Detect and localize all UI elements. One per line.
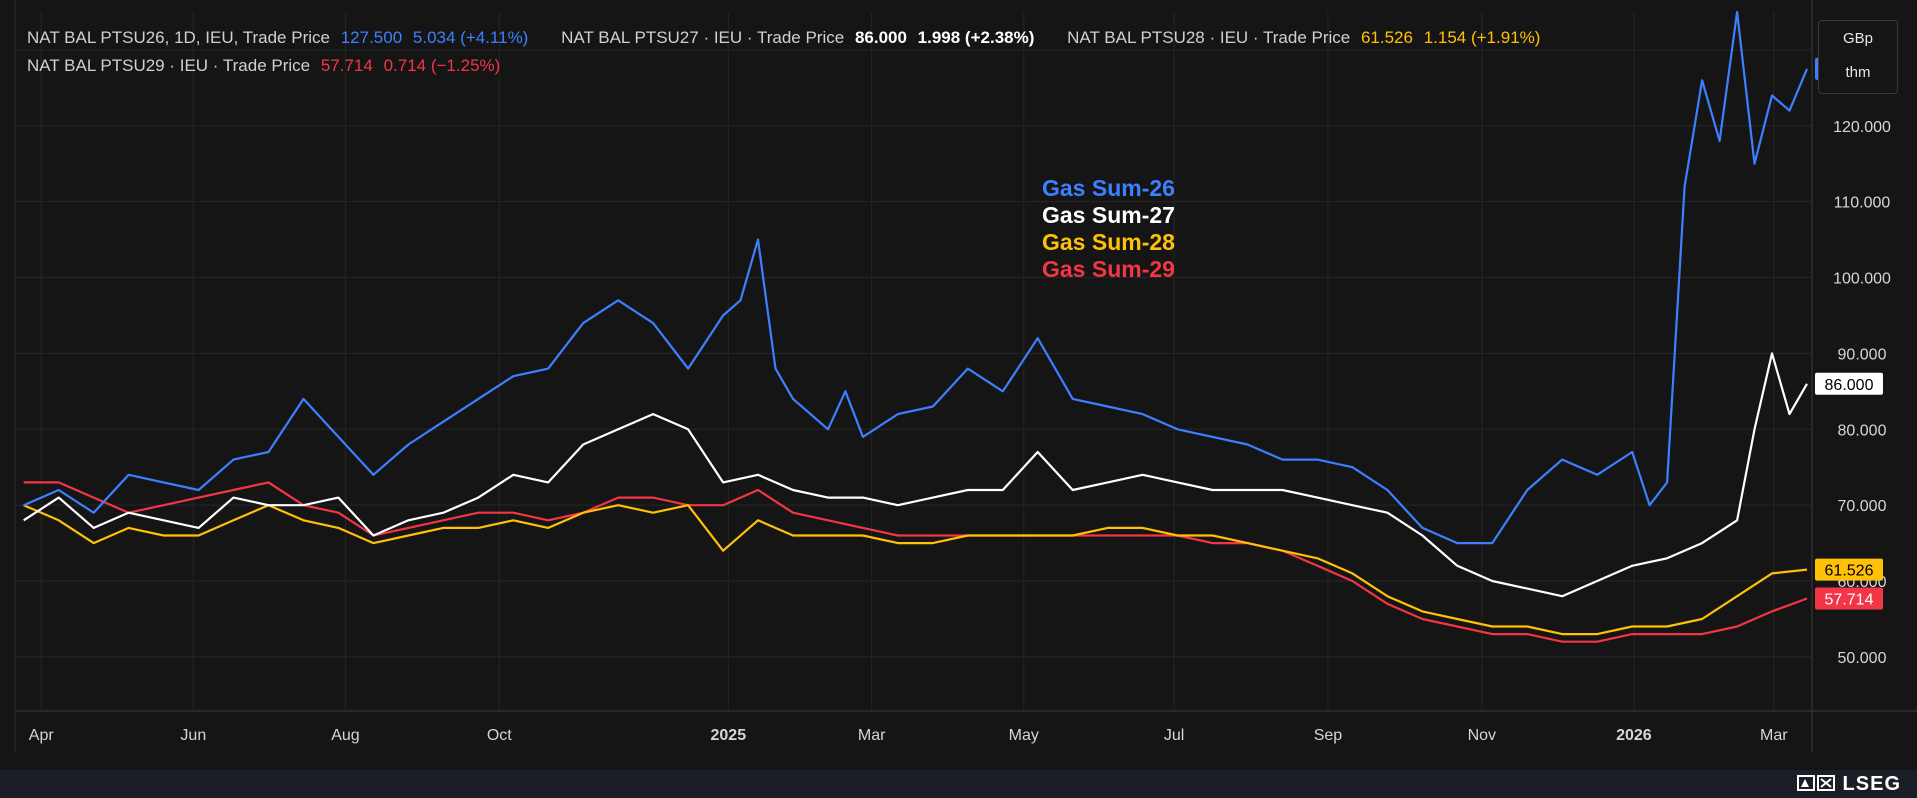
x-tick-label: Mar <box>1760 727 1788 744</box>
legend-name-sum26: NAT BAL PTSU26, 1D, IEU, Trade Price <box>27 28 330 47</box>
unit-selector[interactable]: GBp thm <box>1818 20 1898 94</box>
legend-price-sum28: 61.526 <box>1360 28 1413 47</box>
legend-change-sum29: 0.714 (−1.25%) <box>383 56 501 75</box>
last-price-tag-text: 57.714 <box>1825 591 1874 608</box>
last-price-tag-bg <box>1815 372 1883 395</box>
last-price-tag: 57.714 <box>1815 587 1883 610</box>
y-tick-label: 90.000 <box>1838 346 1887 363</box>
y-tick-label: 50.000 <box>1838 650 1887 667</box>
last-price-tag: 86.000 <box>1815 372 1883 395</box>
legend-price-sum27: 86.000 <box>854 28 907 47</box>
last-price-tag-text: 61.526 <box>1825 563 1874 580</box>
chart-panel: 50.000 60.000 70.000 80.000 90.000 100.000 110… <box>0 0 1917 770</box>
lion-crest-icon <box>1796 775 1835 791</box>
x-tick-label: Oct <box>487 727 512 744</box>
brand-logo: LSEG <box>1796 773 1901 796</box>
last-price-tag: 61.526 <box>1815 558 1883 581</box>
legend-row-1: NAT BAL PTSU26, 1D, IEU, Trade Price 127… <box>27 24 1568 52</box>
currency-unit[interactable]: GBp <box>1842 30 1873 47</box>
series-annotation: Gas Sum-27 <box>1042 202 1175 228</box>
brand-name: LSEG <box>1842 773 1901 795</box>
legend-change-sum28: 1.154 (+1.91%) <box>1423 28 1541 47</box>
last-price-tag-text: 86.000 <box>1825 377 1874 394</box>
x-tick-label: Aug <box>331 727 359 744</box>
y-tick-label: 100.000 <box>1833 271 1891 288</box>
legend-price-sum26: 127.500 <box>340 28 403 47</box>
x-tick-label: Apr <box>29 727 55 744</box>
y-tick-label: 120.000 <box>1833 119 1891 136</box>
axes: 50.00060.00070.00080.00090.000100.000110… <box>14 0 1917 752</box>
series-line-gas-sum-27 <box>23 352 1808 598</box>
legend-entry-sum28[interactable]: NAT BAL PTSU28 · IEU · Trade Price 61.52… <box>1067 24 1546 52</box>
series-annotation: Gas Sum-28 <box>1042 229 1175 255</box>
x-tick-label: Sep <box>1314 727 1343 744</box>
legend-name-sum27: NAT BAL PTSU27 · IEU · Trade Price <box>561 28 845 47</box>
x-tick-label: Jun <box>180 727 206 744</box>
legend-name-sum28: NAT BAL PTSU28 · IEU · Trade Price <box>1067 28 1351 47</box>
x-tick-label: Jul <box>1164 727 1184 744</box>
x-tick-label: 2025 <box>711 727 747 744</box>
series-annotation: Gas Sum-26 <box>1042 175 1175 201</box>
legend-entry-sum27[interactable]: NAT BAL PTSU27 · IEU · Trade Price 86.00… <box>561 24 1040 52</box>
y-tick-label: 70.000 <box>1838 498 1887 515</box>
legend-row-2: NAT BAL PTSU29 · IEU · Trade Price 57.71… <box>27 52 1568 80</box>
series-layer <box>23 10 1809 643</box>
measure-unit[interactable]: thm <box>1845 64 1871 81</box>
legend-entry-sum29[interactable]: NAT BAL PTSU29 · IEU · Trade Price 57.71… <box>27 52 506 80</box>
legend-entry-sum26[interactable]: NAT BAL PTSU26, 1D, IEU, Trade Price 127… <box>27 24 534 52</box>
footer-bar: LSEG <box>0 770 1917 798</box>
x-tick-label: Nov <box>1468 727 1496 744</box>
grid <box>15 12 1812 710</box>
price-chart[interactable]: 50.00060.00070.00080.00090.000100.000110… <box>0 0 1917 770</box>
legend-name-sum29: NAT BAL PTSU29 · IEU · Trade Price <box>27 56 311 75</box>
x-tick-label: 2026 <box>1616 727 1652 744</box>
last-price-tag-bg <box>1815 558 1883 581</box>
legend: NAT BAL PTSU26, 1D, IEU, Trade Price 127… <box>27 24 1568 80</box>
y-tick-label: 110.000 <box>1834 195 1891 212</box>
last-price-tag-bg <box>1815 587 1883 610</box>
series-line-gas-sum-29 <box>23 481 1808 643</box>
series-annotation: Gas Sum-29 <box>1042 256 1175 282</box>
series-line-gas-sum-26 <box>23 10 1809 545</box>
legend-change-sum27: 1.998 (+2.38%) <box>917 28 1035 47</box>
legend-change-sum26: 5.034 (+4.11%) <box>412 28 529 47</box>
x-tick-label: Mar <box>858 727 886 744</box>
series-line-gas-sum-28 <box>23 504 1808 636</box>
y-tick-label: 80.000 <box>1838 422 1887 439</box>
x-tick-label: May <box>1009 727 1039 744</box>
legend-price-sum29: 57.714 <box>320 56 373 75</box>
